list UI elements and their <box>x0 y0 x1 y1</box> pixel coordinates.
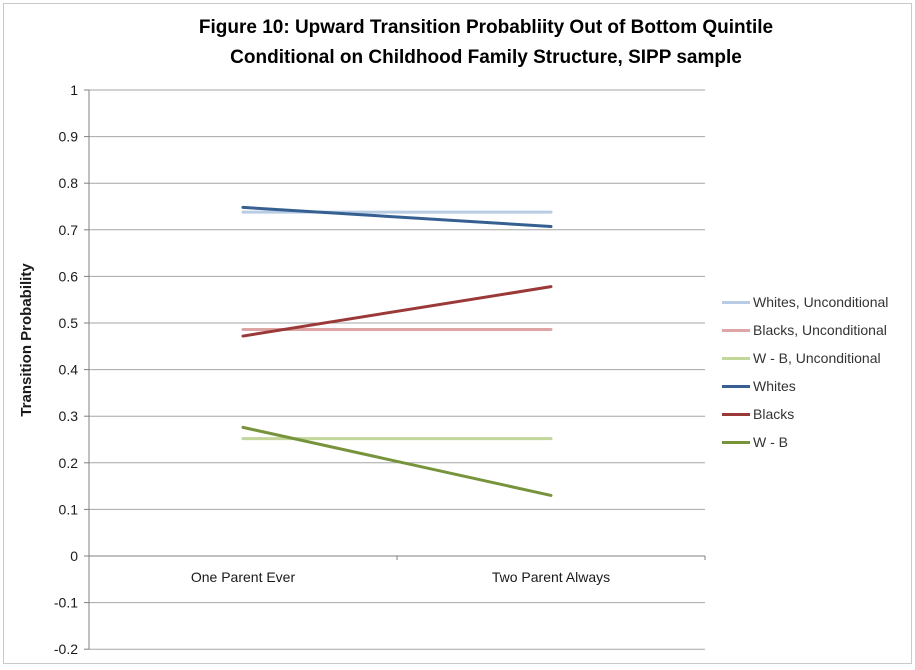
legend-swatch-icon <box>722 384 750 388</box>
series-line-whites <box>241 205 553 229</box>
chart-title-line2: Conditional on Childhood Family Structur… <box>230 47 742 68</box>
chart-title: Figure 10: Upward Transition Probabliity… <box>57 13 915 73</box>
y-tick-label: 0.5 <box>59 315 79 331</box>
legend-swatch-icon <box>722 412 750 416</box>
legend-swatch-icon <box>722 356 750 360</box>
legend-label: W - B, Unconditional <box>753 350 881 366</box>
y-tick-label: -0.2 <box>54 641 78 657</box>
y-tick-label: 0.8 <box>59 175 79 191</box>
legend-item-blacks-unconditional: Blacks, Unconditional <box>722 316 888 344</box>
y-tick-label: 0.7 <box>59 222 79 238</box>
legend-item-whites: Whites <box>722 372 888 400</box>
series-line-blacks <box>241 285 553 338</box>
y-tick-label: -0.1 <box>54 595 78 611</box>
legend-item-whites-unconditional: Whites, Unconditional <box>722 288 888 316</box>
y-tick-label: 0.1 <box>59 501 79 517</box>
legend-swatch-icon <box>722 440 750 444</box>
legend-swatch-icon <box>722 300 750 304</box>
legend-item-w-b: W - B <box>722 428 888 456</box>
legend-label: Whites, Unconditional <box>753 294 889 310</box>
y-tick-label: 0.6 <box>59 268 79 284</box>
chart-title-line1: Figure 10: Upward Transition Probabliity… <box>198 17 774 38</box>
legend-swatch-icon <box>722 328 750 332</box>
legend-label: W - B <box>753 434 788 450</box>
y-axis-title: Transition Probability <box>18 263 35 417</box>
series-line-w-b <box>241 425 553 497</box>
legend-label: Blacks, Unconditional <box>753 322 887 338</box>
chart-legend: Whites, Unconditional Blacks, Uncondition… <box>722 288 888 456</box>
x-category-label: One Parent Ever <box>191 569 296 585</box>
legend-label: Blacks <box>753 406 795 422</box>
y-tick-label: 0 <box>70 548 78 564</box>
y-tick-label: 1 <box>70 82 78 98</box>
x-category-label: Two Parent Always <box>492 569 610 585</box>
y-tick-label: 0.9 <box>59 129 79 145</box>
legend-item-w-b-unconditional: W - B, Unconditional <box>722 344 888 372</box>
legend-item-blacks: Blacks <box>722 400 888 428</box>
y-tick-label: 0.3 <box>59 408 79 424</box>
legend-label: Whites <box>753 378 796 394</box>
y-tick-label: 0.4 <box>59 362 79 378</box>
y-tick-label: 0.2 <box>59 455 79 471</box>
